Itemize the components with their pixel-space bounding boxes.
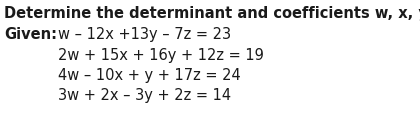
Text: 3w + 2x – 3y + 2z = 14: 3w + 2x – 3y + 2z = 14 — [58, 88, 231, 103]
Text: 4w – 10x + y + 17z = 24: 4w – 10x + y + 17z = 24 — [58, 68, 241, 83]
Text: Given:: Given: — [4, 27, 57, 42]
Text: Determine the determinant and coefficients w, x, y, z: Determine the determinant and coefficien… — [4, 6, 420, 21]
Text: 2w + 15x + 16y + 12z = 19: 2w + 15x + 16y + 12z = 19 — [58, 48, 264, 63]
Text: w – 12x +13y – 7z = 23: w – 12x +13y – 7z = 23 — [58, 27, 231, 42]
